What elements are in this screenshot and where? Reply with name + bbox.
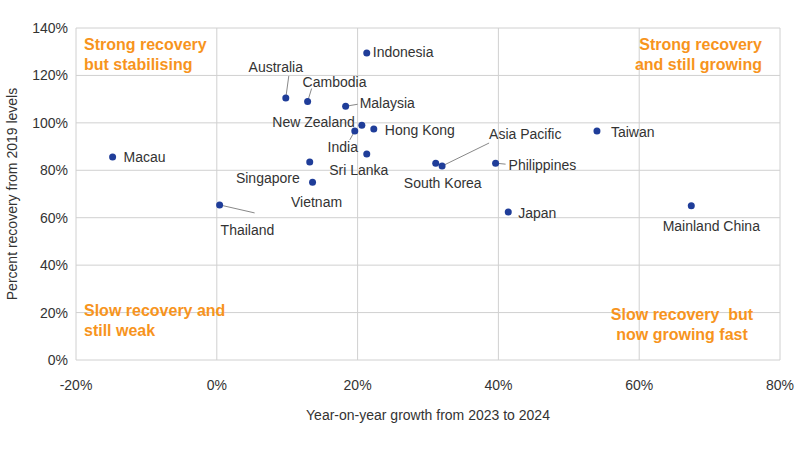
svg-text:Vietnam: Vietnam [291, 194, 342, 210]
svg-text:New Zealand: New Zealand [272, 114, 355, 130]
svg-text:0%: 0% [207, 377, 227, 393]
svg-text:Australia: Australia [249, 59, 304, 75]
svg-text:-20%: -20% [60, 377, 93, 393]
svg-text:80%: 80% [766, 377, 792, 393]
svg-text:Strong recoverybut stabilising: Strong recoverybut stabilising [84, 36, 207, 73]
svg-text:120%: 120% [32, 67, 68, 83]
svg-text:Japan: Japan [518, 205, 556, 221]
svg-text:Cambodia: Cambodia [303, 74, 367, 90]
svg-text:South Korea: South Korea [404, 175, 482, 191]
svg-text:60%: 60% [40, 210, 68, 226]
svg-text:80%: 80% [40, 162, 68, 178]
svg-text:India: India [328, 139, 359, 155]
svg-text:Slow recovery andstill weak: Slow recovery andstill weak [84, 302, 225, 339]
svg-text:Percent recovery from 2019 lev: Percent recovery from 2019 levels [8, 88, 20, 300]
svg-text:Slow recovery butnow growing: Slow recovery butnow growing fast [611, 306, 754, 343]
svg-text:0%: 0% [48, 352, 68, 368]
svg-text:20%: 20% [344, 377, 372, 393]
svg-text:20%: 20% [40, 305, 68, 321]
svg-text:Strong recoveryand still growi: Strong recoveryand still growing [635, 36, 762, 73]
svg-text:Indonesia: Indonesia [373, 44, 434, 60]
svg-text:100%: 100% [32, 115, 68, 131]
svg-text:Thailand: Thailand [221, 222, 275, 238]
svg-text:Singapore: Singapore [236, 170, 300, 186]
svg-text:60%: 60% [625, 377, 653, 393]
svg-text:140%: 140% [32, 20, 68, 36]
svg-text:40%: 40% [484, 377, 512, 393]
svg-text:Year-on-year growth from 2023: Year-on-year growth from 2023 to 2024 [306, 407, 550, 423]
svg-text:Hong Kong: Hong Kong [385, 122, 455, 138]
svg-text:Asia Pacific: Asia Pacific [489, 126, 561, 142]
svg-text:Sri Lanka: Sri Lanka [329, 162, 388, 178]
svg-text:Macau: Macau [124, 149, 166, 165]
svg-text:Philippines: Philippines [509, 157, 577, 173]
svg-text:Taiwan: Taiwan [611, 124, 655, 140]
svg-text:Mainland China: Mainland China [663, 218, 760, 234]
svg-text:40%: 40% [40, 257, 68, 273]
svg-text:Malaysia: Malaysia [360, 95, 415, 111]
